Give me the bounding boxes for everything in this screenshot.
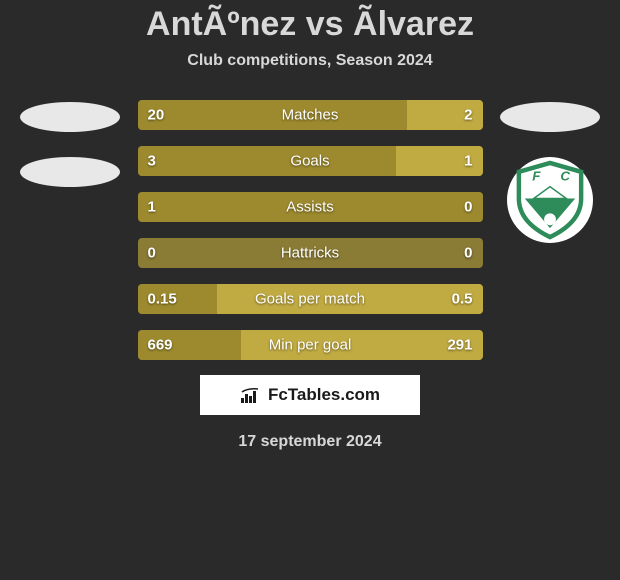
player-right-column: F C (498, 100, 603, 268)
stat-label: Matches (282, 107, 339, 124)
stat-row: 3 1 Goals (138, 146, 483, 176)
stat-bar-left (138, 100, 407, 130)
stat-value-left: 669 (148, 337, 173, 354)
svg-text:F: F (532, 169, 541, 184)
stat-value-left: 0.15 (148, 291, 177, 308)
branding-badge: FcTables.com (200, 375, 420, 415)
stat-row: 1 0 Assists (138, 192, 483, 222)
stat-value-left: 3 (148, 153, 156, 170)
stat-label: Goals (290, 153, 329, 170)
stat-value-left: 20 (148, 107, 165, 124)
player-left-avatar (20, 102, 120, 132)
stat-row: 0 0 Hattricks (138, 238, 483, 268)
page-title: AntÃºnez vs Ãlvarez (146, 5, 474, 44)
stat-value-left: 0 (148, 245, 156, 262)
shield-icon: F C (507, 157, 593, 243)
stat-value-right: 291 (447, 337, 472, 354)
stat-label: Assists (286, 199, 334, 216)
stat-value-right: 0.5 (452, 291, 473, 308)
stat-bar-left (138, 146, 397, 176)
stat-label: Goals per match (255, 291, 365, 308)
stat-value-left: 1 (148, 199, 156, 216)
stat-value-right: 0 (464, 199, 472, 216)
stat-row: 669 291 Min per goal (138, 330, 483, 360)
comparison-area: 20 2 Matches 3 1 Goals 1 0 Assists 0 0 Hattricks 0.1… (0, 100, 620, 360)
player-left-column (18, 100, 123, 212)
stat-value-right: 2 (464, 107, 472, 124)
stat-label: Min per goal (269, 337, 352, 354)
chart-icon (240, 386, 262, 404)
stat-value-right: 0 (464, 245, 472, 262)
stat-label: Hattricks (281, 245, 339, 262)
player-right-club-badge: F C (507, 157, 593, 243)
branding-text: FcTables.com (268, 385, 380, 405)
stats-column: 20 2 Matches 3 1 Goals 1 0 Assists 0 0 Hattricks 0.1… (138, 100, 483, 360)
stat-value-right: 1 (464, 153, 472, 170)
svg-text:C: C (560, 169, 570, 184)
date-label: 17 september 2024 (238, 433, 381, 451)
stat-row: 0.15 0.5 Goals per match (138, 284, 483, 314)
player-right-avatar (500, 102, 600, 132)
subtitle: Club competitions, Season 2024 (187, 52, 432, 70)
player-left-club-placeholder (20, 157, 120, 187)
stat-row: 20 2 Matches (138, 100, 483, 130)
